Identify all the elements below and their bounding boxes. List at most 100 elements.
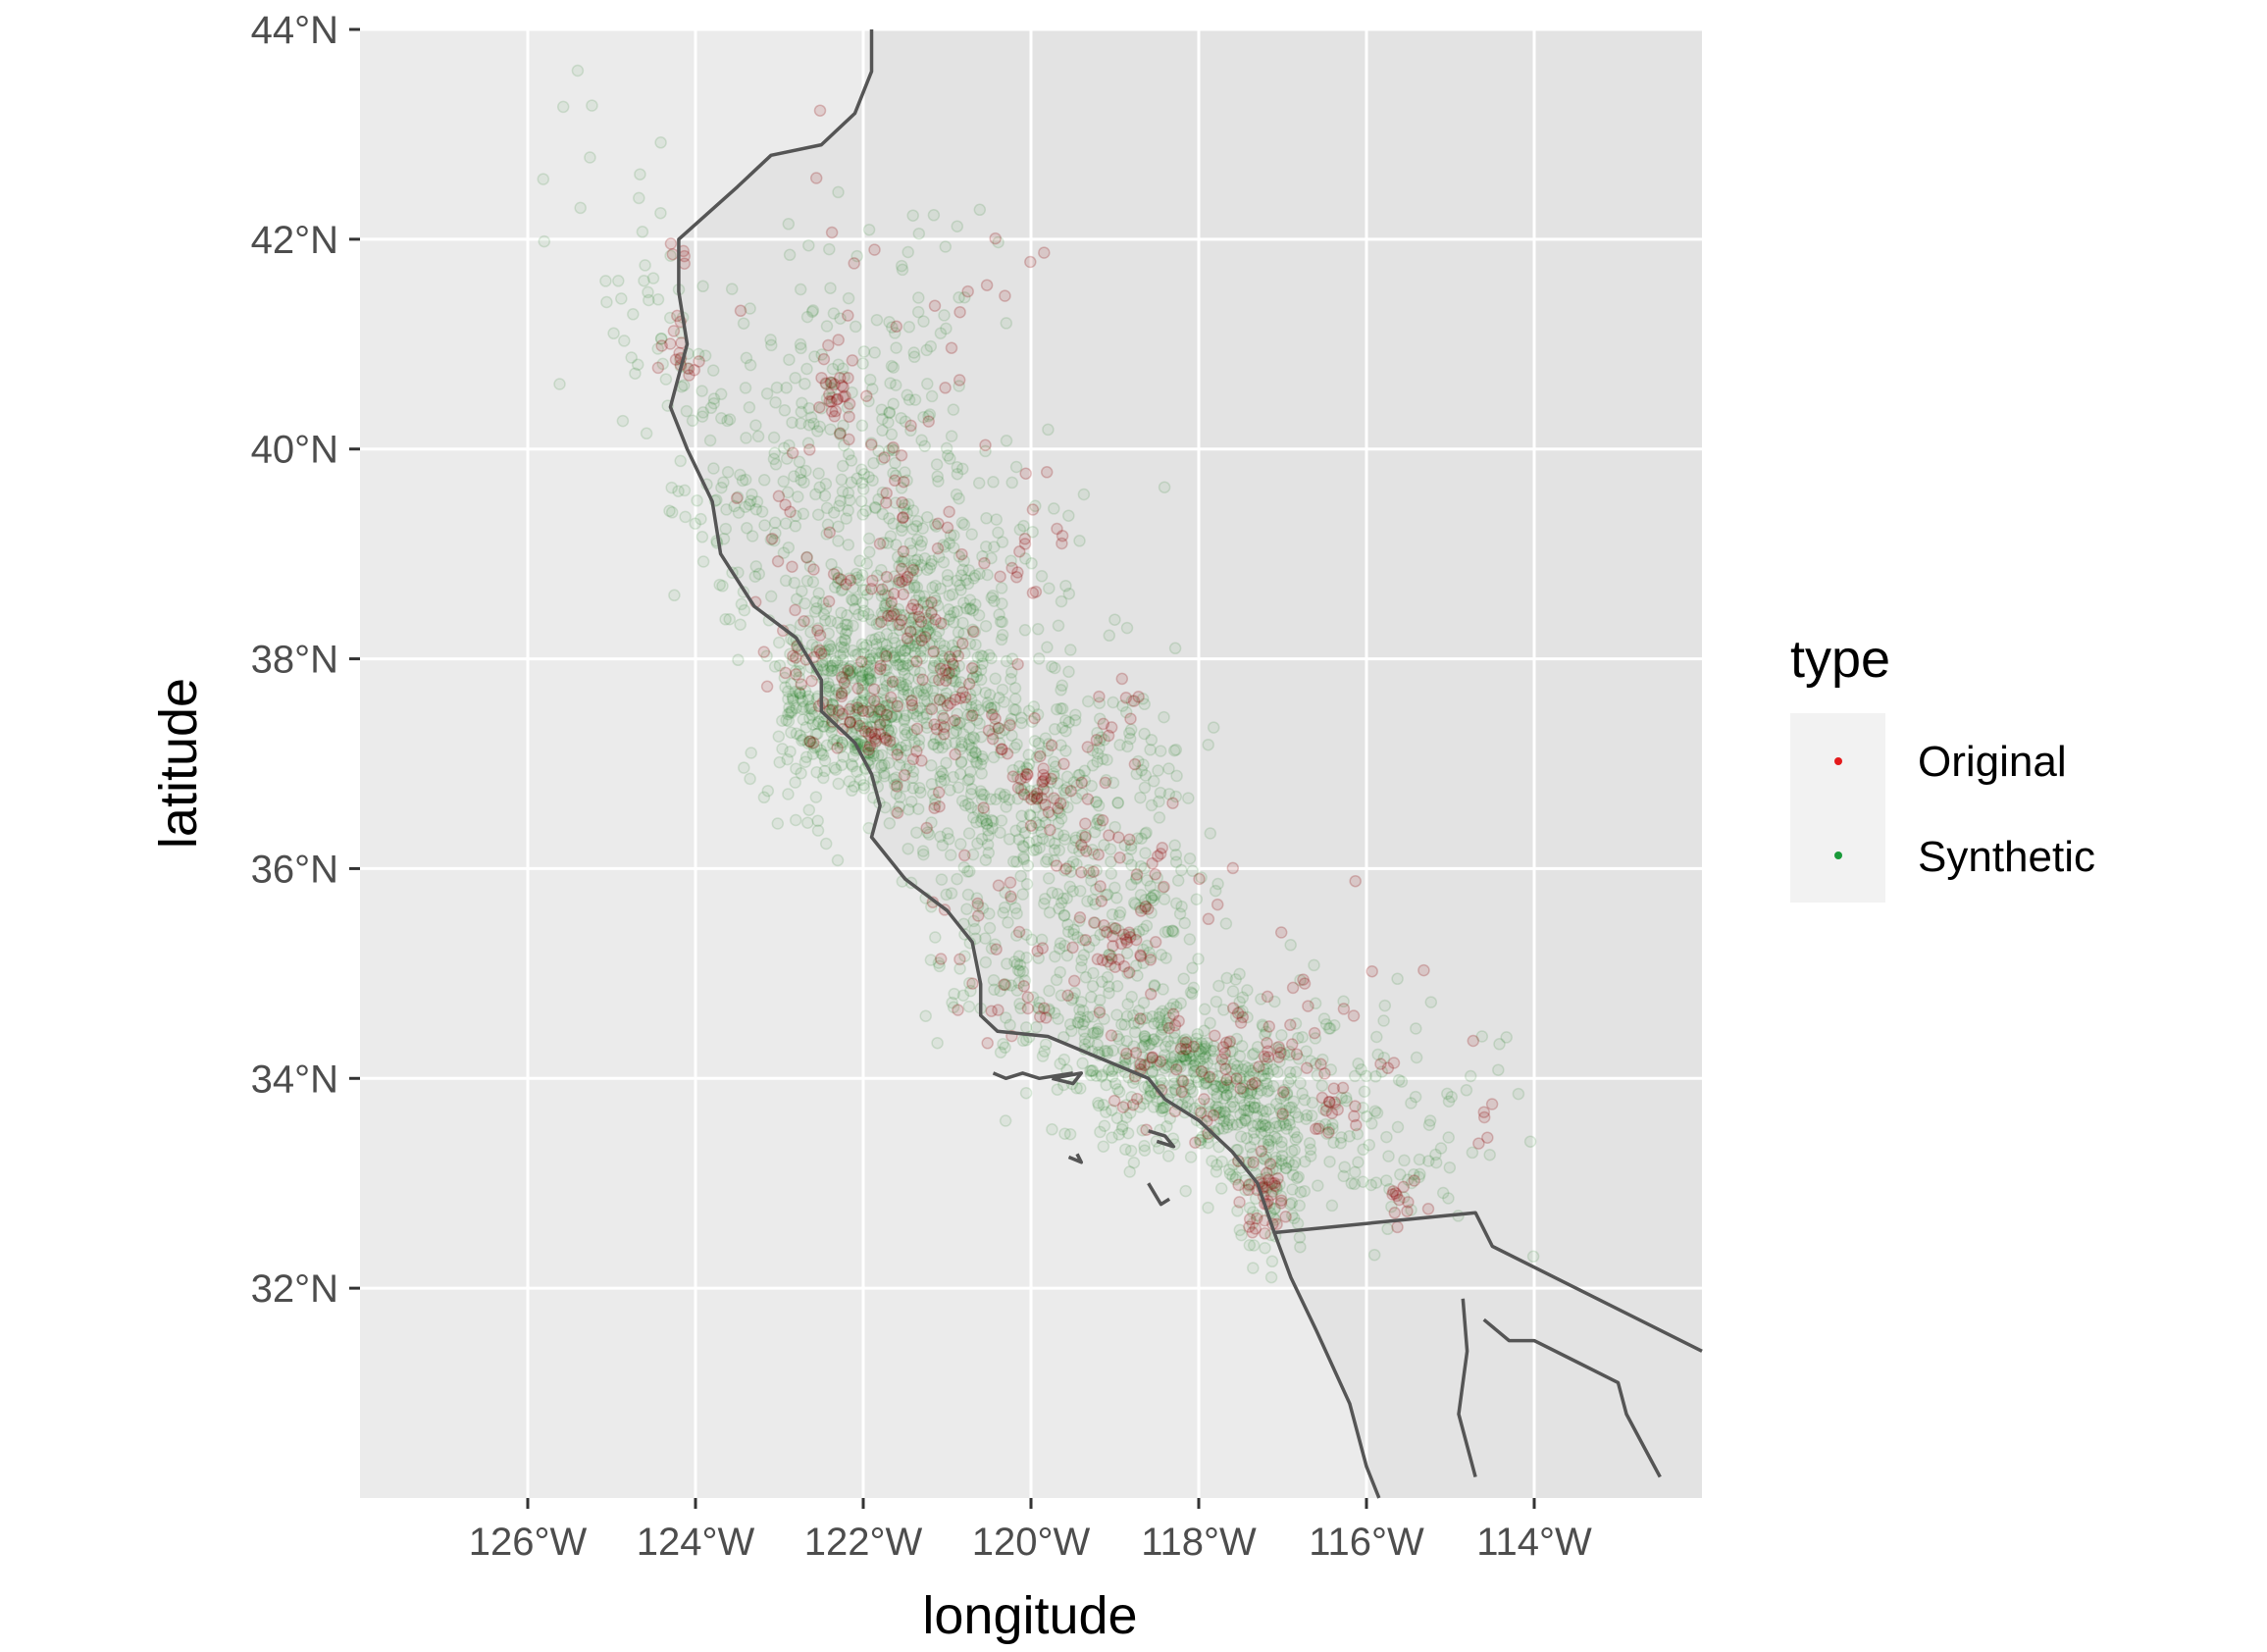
- data-point: [1110, 1008, 1123, 1021]
- data-point: [778, 404, 792, 417]
- data-point: [914, 786, 927, 800]
- data-point: [913, 650, 927, 663]
- data-point: [942, 603, 955, 616]
- data-point: [1017, 788, 1031, 801]
- data-point: [1271, 1065, 1284, 1079]
- data-point: [1086, 744, 1100, 757]
- data-point: [1138, 1029, 1151, 1043]
- data-point: [1091, 748, 1105, 760]
- data-point: [772, 636, 786, 649]
- data-point: [809, 728, 823, 741]
- data-point: [892, 658, 904, 672]
- data-point: [966, 977, 979, 990]
- data-point: [1004, 876, 1017, 889]
- data-point: [797, 713, 810, 726]
- data-point: [1075, 839, 1088, 852]
- data-point: [805, 708, 819, 722]
- data-point: [794, 687, 806, 700]
- data-point: [1081, 793, 1095, 805]
- data-point: [951, 872, 963, 886]
- data-point: [1140, 1011, 1154, 1024]
- data-point: [881, 613, 895, 627]
- data-point: [832, 687, 846, 699]
- data-point: [1053, 903, 1065, 915]
- data-point: [1018, 826, 1032, 840]
- data-point: [897, 663, 909, 676]
- data-point: [1405, 1097, 1417, 1110]
- data-point: [878, 649, 891, 662]
- data-point: [779, 574, 793, 588]
- data-point: [1024, 784, 1037, 798]
- data-point: [908, 554, 922, 567]
- data-point: [1149, 889, 1161, 902]
- data-point: [1199, 1051, 1212, 1063]
- data-point: [1105, 855, 1117, 868]
- data-point: [1071, 1015, 1084, 1029]
- data-point: [1123, 1165, 1136, 1178]
- data-point: [1171, 874, 1185, 887]
- data-point: [1232, 1178, 1245, 1192]
- data-point: [1119, 1051, 1132, 1064]
- data-point: [1100, 774, 1112, 787]
- data-point: [1078, 774, 1092, 788]
- data-point: [1086, 894, 1100, 906]
- data-point: [902, 634, 914, 647]
- data-point: [906, 701, 919, 715]
- data-point: [953, 681, 966, 694]
- data-point: [1308, 1026, 1321, 1040]
- data-point: [936, 709, 949, 722]
- data-point: [998, 696, 1010, 708]
- data-point: [1129, 959, 1143, 972]
- data-point: [1064, 784, 1077, 798]
- data-point: [1144, 880, 1158, 893]
- data-point: [1144, 988, 1158, 1001]
- data-point: [947, 403, 960, 416]
- data-point: [876, 583, 889, 596]
- data-point: [1175, 863, 1188, 877]
- data-point: [1161, 1035, 1175, 1048]
- data-point: [1201, 1057, 1214, 1069]
- data-point: [876, 647, 889, 661]
- data-point: [977, 788, 991, 801]
- data-point: [869, 699, 883, 713]
- data-point: [899, 723, 911, 736]
- data-point: [1039, 816, 1052, 829]
- data-point: [1198, 1003, 1211, 1016]
- data-point: [883, 512, 896, 525]
- data-point: [633, 191, 645, 205]
- data-point: [956, 637, 969, 650]
- data-point: [1057, 1053, 1071, 1066]
- data-point: [1284, 1018, 1297, 1032]
- data-point: [1243, 1094, 1256, 1108]
- data-point: [1076, 841, 1090, 854]
- data-point: [996, 597, 1008, 610]
- data-point: [818, 764, 831, 778]
- data-point: [1355, 1063, 1367, 1076]
- data-point: [965, 742, 979, 754]
- data-point: [1161, 1150, 1175, 1162]
- data-point: [1014, 869, 1027, 883]
- data-point: [672, 485, 685, 497]
- data-point: [1146, 1009, 1159, 1023]
- data-point: [946, 639, 959, 652]
- data-point: [809, 594, 823, 608]
- data-point: [1166, 924, 1179, 937]
- data-point: [744, 358, 757, 372]
- data-point: [797, 507, 810, 521]
- data-point: [1158, 1049, 1171, 1061]
- data-point: [794, 618, 807, 632]
- data-point: [806, 304, 820, 317]
- data-point: [939, 692, 952, 704]
- data-point: [1079, 817, 1092, 830]
- data-point: [886, 646, 900, 659]
- data-point: [934, 582, 947, 595]
- data-point: [827, 733, 841, 747]
- data-point: [918, 695, 931, 708]
- grid-lines: [360, 27, 1702, 1498]
- data-point: [999, 886, 1011, 900]
- data-point: [1094, 1125, 1107, 1139]
- data-point: [921, 624, 934, 637]
- data-point: [1191, 1027, 1205, 1041]
- data-point: [1166, 797, 1179, 809]
- data-point: [1289, 1107, 1302, 1119]
